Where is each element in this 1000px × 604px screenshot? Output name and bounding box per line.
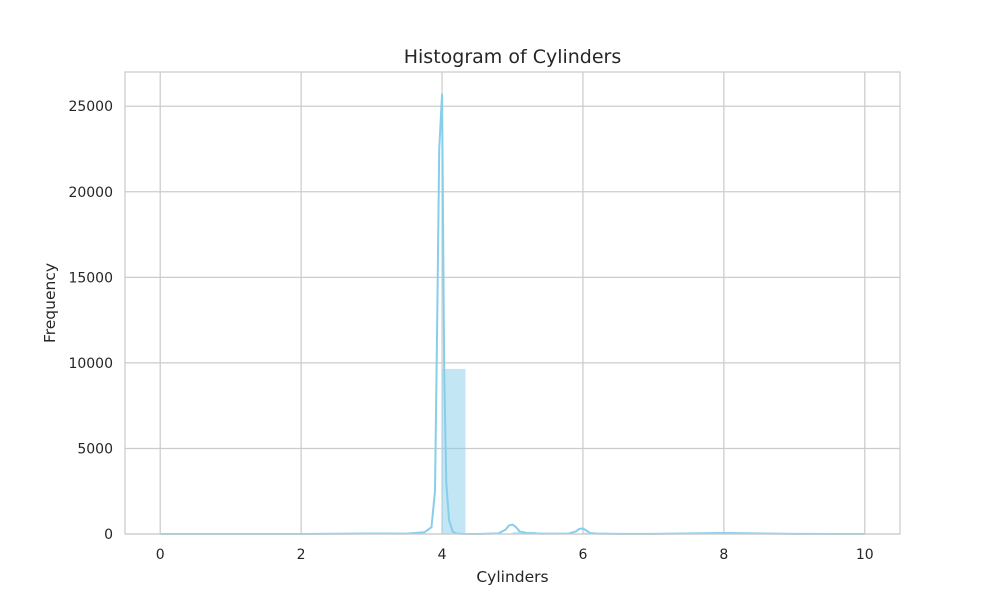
y-tick-label: 15000 bbox=[68, 270, 113, 286]
x-tick-label: 0 bbox=[156, 547, 165, 563]
y-tick-label: 0 bbox=[104, 527, 113, 543]
y-tick-label: 25000 bbox=[68, 99, 113, 115]
chart-title: Histogram of Cylinders bbox=[404, 46, 622, 68]
grid-layer bbox=[125, 72, 900, 534]
x-tick-label: 6 bbox=[578, 547, 587, 563]
y-axis-label: Frequency bbox=[41, 263, 59, 343]
y-tick-label: 10000 bbox=[68, 356, 113, 372]
x-tick-label: 8 bbox=[719, 547, 728, 563]
x-axis-label: Cylinders bbox=[476, 568, 548, 586]
x-tick-label: 10 bbox=[856, 547, 874, 563]
tick-label-layer: 0 2 4 6 8 10 0 5000 10000 15000 20000 25000 bbox=[68, 99, 873, 563]
y-tick-label: 20000 bbox=[68, 185, 113, 201]
x-tick-label: 2 bbox=[297, 547, 306, 563]
x-tick-label: 4 bbox=[438, 547, 447, 563]
plot-frame bbox=[125, 72, 900, 534]
y-tick-label: 5000 bbox=[77, 441, 113, 457]
kde-curve bbox=[160, 94, 865, 534]
bar-layer bbox=[372, 369, 748, 534]
kde-layer bbox=[160, 94, 865, 534]
